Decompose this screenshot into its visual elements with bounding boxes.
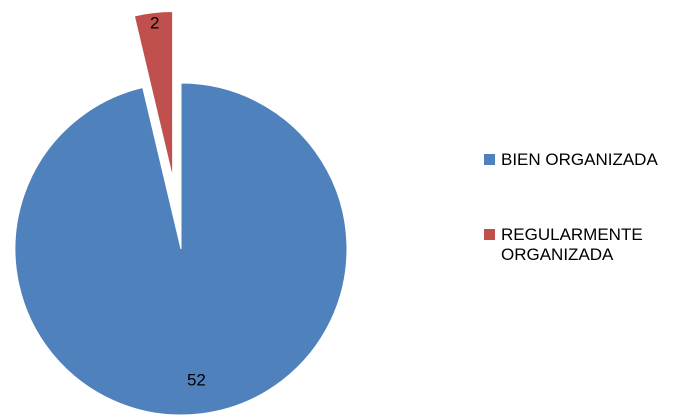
pie-slice [133,10,174,178]
data-label: 52 [187,370,206,389]
legend-swatch [484,229,495,240]
legend-label: REGULARMENTE ORGANIZADA [501,225,643,264]
legend-item: REGULARMENTE ORGANIZADA [484,225,694,265]
legend-swatch [484,154,495,165]
legend-item: BIEN ORGANIZADA [484,150,694,170]
pie-slice [14,82,348,416]
data-label: 2 [150,14,159,33]
legend-label: BIEN ORGANIZADA [501,150,658,169]
